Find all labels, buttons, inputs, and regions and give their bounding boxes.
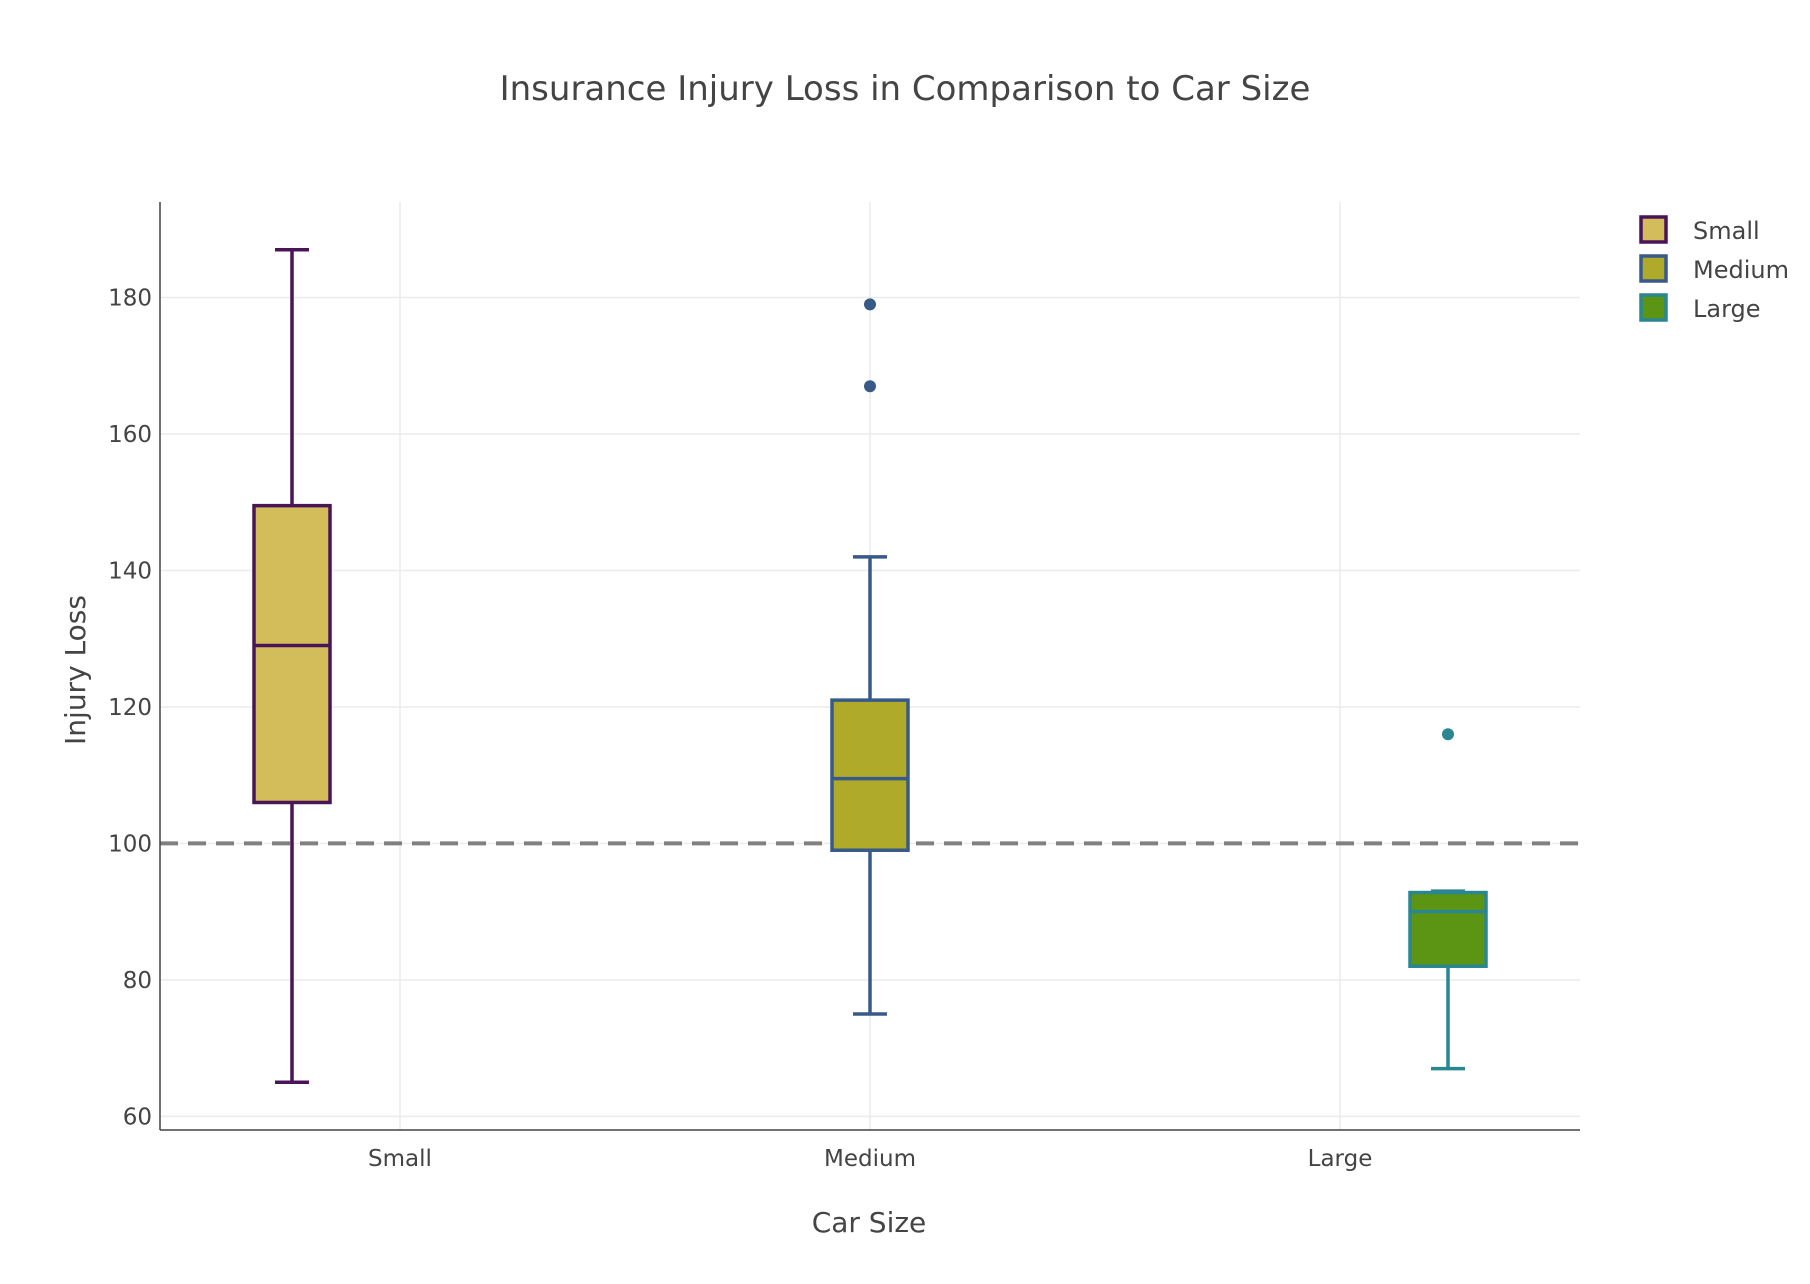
legend-swatch	[1639, 254, 1668, 283]
legend-item-large: Large	[1639, 293, 1761, 323]
x-axis-title: Car Size	[812, 1206, 927, 1239]
y-tick-label: 100	[108, 831, 152, 857]
y-axis-title: Injury Loss	[59, 595, 92, 745]
legend: Small Medium Large	[1639, 215, 1789, 323]
outlier-point	[1442, 728, 1454, 741]
iqr-box	[1408, 890, 1488, 968]
y-tick-label: 160	[108, 422, 152, 448]
x-tick-label: Large	[1308, 1146, 1373, 1172]
outlier-point	[864, 298, 876, 311]
y-tick-label: 180	[108, 286, 152, 312]
iqr-box	[830, 698, 910, 852]
legend-swatch	[1639, 215, 1668, 244]
legend-item-medium: Medium	[1639, 254, 1789, 284]
axes	[159, 202, 1580, 1131]
legend-item-small: Small	[1639, 215, 1760, 245]
box-large	[1408, 728, 1488, 1071]
outlier-point	[864, 380, 876, 393]
y-tick-label: 60	[123, 1104, 152, 1130]
legend-label: Large	[1693, 295, 1761, 323]
legend-swatch	[1639, 293, 1668, 322]
box-series	[252, 248, 1488, 1084]
y-tick-label: 140	[108, 558, 152, 584]
box-small	[252, 248, 332, 1084]
chart-title: Insurance Injury Loss in Comparison to C…	[500, 69, 1311, 109]
y-tick-labels: 60 80 100 120 140 160 180	[108, 286, 152, 1131]
box-medium	[830, 298, 910, 1016]
x-tick-labels: Small Medium Large	[368, 1146, 1372, 1172]
x-tick-label: Small	[368, 1146, 432, 1172]
x-tick-label: Medium	[824, 1146, 916, 1172]
y-tick-label: 80	[123, 968, 152, 994]
legend-label: Small	[1693, 217, 1760, 245]
legend-label: Medium	[1693, 256, 1789, 284]
y-tick-label: 120	[108, 695, 152, 721]
iqr-box	[252, 503, 332, 805]
